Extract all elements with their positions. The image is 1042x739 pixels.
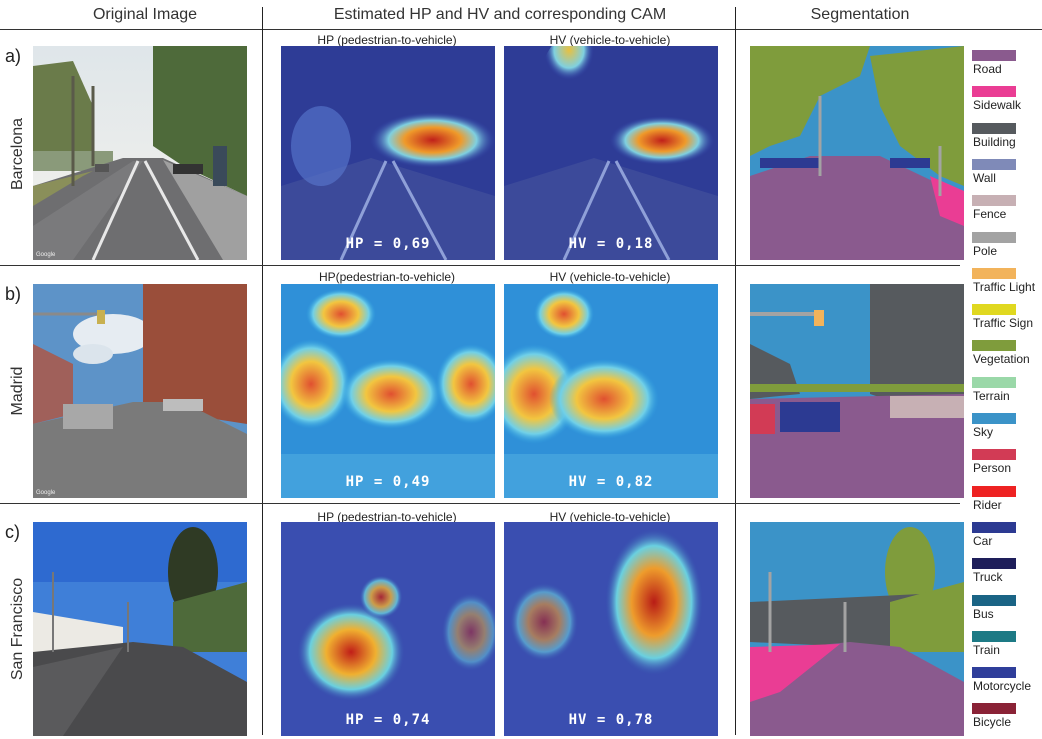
legend-label-wall: Wall: [973, 170, 996, 185]
legend-swatch-road: [972, 50, 1016, 61]
legend-label-sky: Sky: [973, 425, 994, 439]
legend-swatch-car: [972, 521, 1016, 533]
segmentation-madrid: [750, 284, 964, 498]
cam-hp-barcelona: HP = 0,69: [281, 46, 495, 260]
legend-label-car: Car: [973, 533, 993, 548]
legend-swatch-building: [972, 122, 1016, 134]
row-c-hv-title: HV (vehicle-to-vehicle): [549, 510, 671, 524]
legend-label-terrain: Terrain: [973, 388, 1010, 403]
legend-label-bus: Bus: [973, 606, 994, 621]
column-divider-left: [262, 7, 263, 735]
row-b-hv-title: HV (vehicle-to-vehicle): [549, 270, 671, 284]
row-c-city: San Francisco: [9, 577, 26, 681]
legend-label-train: Train: [973, 642, 1000, 657]
hv-value-madrid: HV = 0,82: [568, 474, 654, 490]
legend-swatch-train: [972, 630, 1016, 642]
legend-label-road: Road: [973, 62, 1002, 76]
legend-swatch-rider: [972, 485, 1016, 497]
legend-label-sidewalk: Sidewalk: [973, 98, 1022, 113]
row-b-label: b): [5, 284, 22, 304]
hv-value-barcelona: HV = 0,18: [568, 236, 654, 252]
header-original: Original Image: [92, 6, 198, 23]
hp-value-barcelona: HP = 0,69: [345, 236, 431, 252]
legend-label-building: Building: [973, 134, 1016, 149]
cam-hv-san-francisco: HV = 0,78: [504, 522, 718, 736]
google-watermark: Google: [36, 252, 56, 258]
row-b-city: Madrid: [9, 366, 26, 416]
google-watermark: Google: [36, 490, 56, 496]
legend-swatch-motorcycle: [972, 667, 1016, 679]
hp-value-san-francisco: HP = 0,74: [345, 712, 431, 728]
column-divider-right: [735, 7, 736, 735]
row-c-hp-title: HP (pedestrian-to-vehicle): [317, 510, 457, 524]
segmentation-barcelona: [750, 46, 964, 260]
original-image-san-francisco: [33, 522, 247, 736]
row-a-label: a): [5, 46, 22, 66]
legend-swatch-sidewalk: [972, 86, 1016, 98]
legend-swatch-truck: [972, 558, 1016, 570]
row-divider-2: [0, 503, 960, 504]
legend-label-rider: Rider: [973, 497, 1002, 512]
legend-swatch-wall: [972, 158, 1016, 170]
original-image-madrid: Google: [33, 284, 247, 498]
legend-label-pole: Pole: [973, 243, 998, 258]
row-a-hp-title: HP (pedestrian-to-vehicle): [317, 33, 457, 47]
hv-value-san-francisco: HV = 0,78: [568, 712, 654, 728]
hp-value-madrid: HP = 0,49: [345, 474, 431, 490]
header-estimated: Estimated HP and HV and corresponding CA…: [333, 6, 667, 23]
legend-swatch-pole: [972, 231, 1016, 243]
row-a-hv-title: HV (vehicle-to-vehicle): [549, 33, 671, 47]
header-segmentation: Segmentation: [810, 6, 910, 23]
cam-hv-barcelona: HV = 0,18: [504, 46, 718, 260]
segmentation-san-francisco: [750, 522, 964, 736]
legend-swatch-sky: [972, 413, 1016, 424]
legend-label-traffic-light: Traffic Light: [973, 279, 1036, 294]
legend-swatch-bicycle: [972, 703, 1016, 715]
row-divider-1: [0, 265, 960, 266]
legend-swatch-fence: [972, 195, 1016, 207]
legend-label-bicycle: Bicycle: [973, 715, 1012, 730]
header-divider: [0, 29, 1042, 30]
original-image-barcelona: Google: [33, 46, 247, 260]
legend-swatch-person: [972, 449, 1016, 461]
legend-swatch-traffic-sign: [972, 304, 1016, 316]
cam-hp-madrid: HP = 0,49: [281, 284, 495, 498]
legend-label-truck: Truck: [973, 570, 1003, 585]
legend-label-person: Person: [973, 461, 1012, 476]
row-c-label: c): [5, 522, 20, 542]
row-b-hp-title: HP(pedestrian-to-vehicle): [318, 270, 456, 284]
segmentation-legend: Road Sidewalk Building Wall Fence Pole Traffic…: [972, 46, 1042, 736]
legend-label-vegetation: Vegetation: [973, 352, 1030, 367]
legend-swatch-vegetation: [972, 340, 1016, 352]
legend-label-traffic-sign: Traffic Sign: [973, 316, 1034, 331]
cam-hp-san-francisco: HP = 0,74: [281, 522, 495, 736]
legend-label-motorcycle: Motorcycle: [973, 679, 1032, 694]
row-a-city: Barcelona: [9, 117, 26, 191]
legend-swatch-traffic-light: [972, 267, 1016, 279]
legend-label-fence: Fence: [973, 207, 1007, 222]
cam-hv-madrid: HV = 0,82: [504, 284, 718, 498]
legend-swatch-bus: [972, 594, 1016, 606]
legend-swatch-terrain: [972, 376, 1016, 388]
